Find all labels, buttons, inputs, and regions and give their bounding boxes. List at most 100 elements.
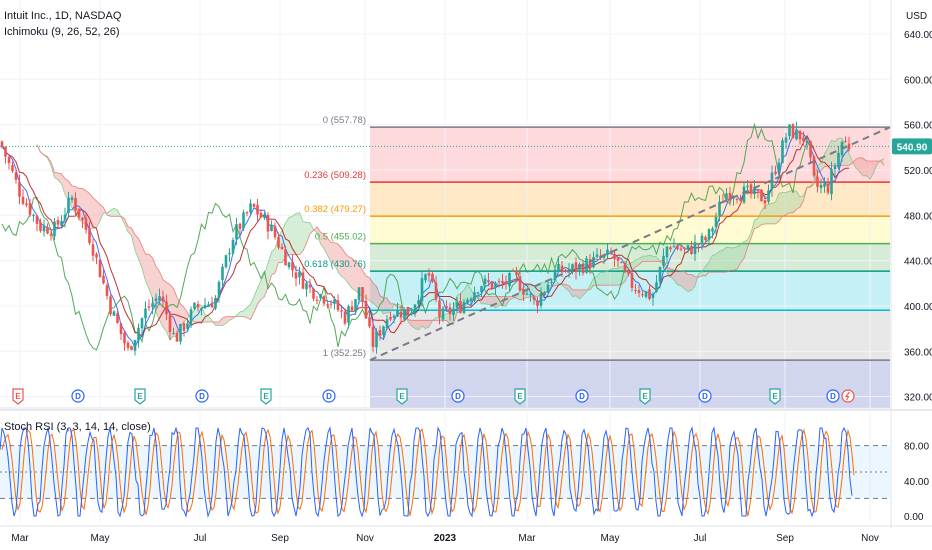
candle-body [74, 197, 77, 211]
cloud-segment [600, 272, 604, 286]
last-price-badge [892, 138, 932, 155]
candle-body [830, 169, 833, 195]
cloud-segment [691, 274, 695, 291]
cloud-segment [649, 255, 653, 262]
candle-body [389, 317, 392, 320]
cloud-segment [786, 191, 790, 215]
candle-body [518, 276, 522, 291]
stoch-rsi-legend[interactable]: Stoch RSI (3, 3, 14, 14, close) [4, 421, 151, 433]
candle-body [546, 284, 550, 293]
candle-body [375, 331, 378, 348]
cloud-segment [646, 255, 650, 262]
cloud-segment [194, 304, 198, 322]
candle-body [739, 200, 742, 202]
cloud-segment [345, 253, 349, 284]
candle-body [427, 273, 431, 276]
candle-body [725, 193, 728, 201]
candle-body [56, 220, 60, 225]
event-letter: E [15, 392, 21, 401]
candle-body [385, 319, 389, 329]
candle-body [704, 237, 707, 241]
cloud-segment [415, 320, 419, 330]
price-tick-label: 520.00 [904, 166, 932, 177]
candle-body [4, 146, 7, 157]
candle-body [816, 176, 819, 187]
candle-body [833, 165, 837, 170]
cloud-segment [58, 172, 62, 184]
event-letter: D [199, 392, 205, 401]
candle-body [406, 306, 410, 315]
cloud-segment [733, 246, 737, 271]
candle-body [158, 296, 161, 301]
candle-body [613, 253, 616, 260]
candle-body [207, 304, 210, 307]
candle-body [630, 273, 634, 288]
cloud-segment [366, 275, 370, 301]
candle-body [266, 214, 270, 232]
candle-body [476, 292, 480, 294]
candle-body [326, 304, 329, 306]
cloud-segment [709, 255, 713, 273]
cloud-segment [334, 242, 338, 272]
cloud-segment [93, 197, 97, 229]
cloud-segment [576, 289, 580, 299]
candle-body [287, 262, 291, 268]
cloud-segment [761, 206, 765, 225]
candle-body [452, 308, 455, 316]
cloud-segment [730, 247, 734, 271]
cloud-segment [355, 262, 359, 294]
candle-body [60, 220, 63, 226]
candle-body [200, 308, 203, 310]
candle-body [378, 329, 382, 336]
cloud-segment [565, 284, 569, 292]
candle-body [217, 281, 221, 298]
candle-body [469, 299, 473, 302]
candle-body [480, 286, 483, 293]
candle-body [273, 226, 277, 238]
candle-body [466, 299, 469, 304]
candle-body [742, 186, 746, 203]
cloud-segment [870, 160, 874, 180]
candle-body [11, 165, 14, 172]
candle-body [532, 296, 536, 300]
candle-body [781, 140, 784, 163]
grid [0, 0, 890, 522]
candle-body [784, 137, 788, 143]
cloud-segment [376, 286, 380, 310]
candle-body [7, 156, 11, 164]
cloud-segment [156, 266, 160, 321]
earnings-marker [514, 388, 526, 405]
price-tick-label: 600.00 [904, 75, 932, 86]
candle-body [543, 291, 546, 296]
fib-label-0.382: 0.382 (479.27) [304, 204, 366, 215]
candle-body [49, 233, 53, 236]
candle-body [756, 189, 760, 191]
candle-body [525, 293, 529, 295]
candle-body [182, 323, 186, 331]
candle-body [140, 318, 144, 329]
candle-body [473, 292, 476, 301]
candle-body [42, 225, 46, 232]
price-tick-label: 640.00 [904, 30, 932, 41]
candle-body [91, 244, 95, 256]
symbol-legend[interactable]: Intuit Inc., 1D, NASDAQ [4, 10, 122, 22]
cloud-segment [737, 244, 741, 270]
candle-body [32, 214, 35, 216]
cloud-segment [642, 256, 646, 262]
candle-body [749, 184, 753, 194]
event-letter: E [642, 392, 648, 401]
candle-body [203, 304, 207, 309]
candle-body [774, 171, 777, 174]
fib-label-1: 1 (352.25) [323, 348, 366, 359]
cloud-segment [418, 320, 422, 330]
candle-body [819, 184, 823, 188]
fib-trend-line [369, 126, 891, 362]
event-letter: D [579, 392, 585, 401]
ichimoku-legend[interactable]: Ichimoku (9, 26, 52, 26) [4, 26, 120, 38]
candle-body [189, 309, 193, 325]
cloud-segment [845, 145, 849, 166]
currency-label: USD [906, 11, 928, 22]
